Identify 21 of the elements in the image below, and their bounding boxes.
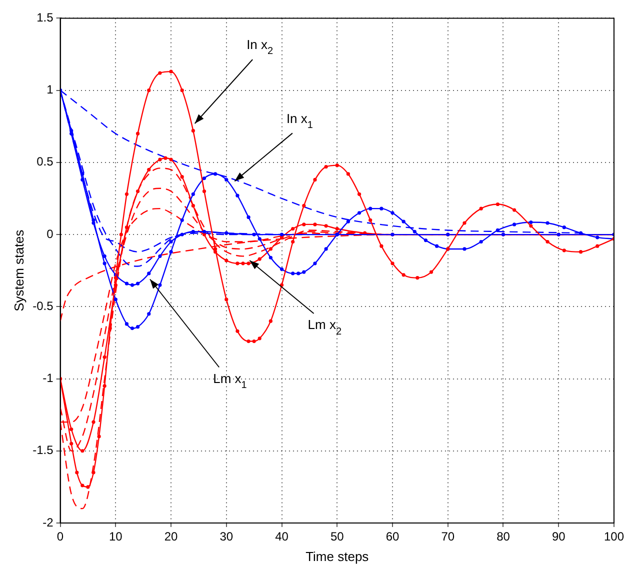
x-tick-label: 40	[275, 530, 289, 544]
y-tick-label: -1.5	[32, 443, 54, 458]
y-tick-label: 0.5	[36, 154, 54, 169]
x-tick-label: 100	[604, 530, 624, 544]
y-tick-label: -0.5	[32, 298, 54, 313]
y-tick-label: 1.5	[36, 10, 54, 25]
x-tick-label: 10	[108, 530, 123, 544]
y-tick-label: 1	[46, 82, 54, 97]
x-tick-label: 60	[386, 530, 400, 544]
y-tick-label: 0	[46, 226, 54, 241]
x-tick-label: 50	[330, 530, 344, 544]
x-tick-label: 80	[496, 530, 510, 544]
y-tick-label: -2	[42, 515, 54, 530]
x-tick-label: 70	[441, 530, 455, 544]
x-tick-label: 90	[552, 530, 566, 544]
y-tick-label: -1	[42, 371, 54, 386]
x-tick-label: 20	[164, 530, 178, 544]
x-axis-title: Time steps	[306, 548, 370, 564]
x-tick-label: 0	[56, 530, 64, 544]
x-tick-label: 30	[220, 530, 234, 544]
y-axis-title: System states	[11, 229, 26, 312]
